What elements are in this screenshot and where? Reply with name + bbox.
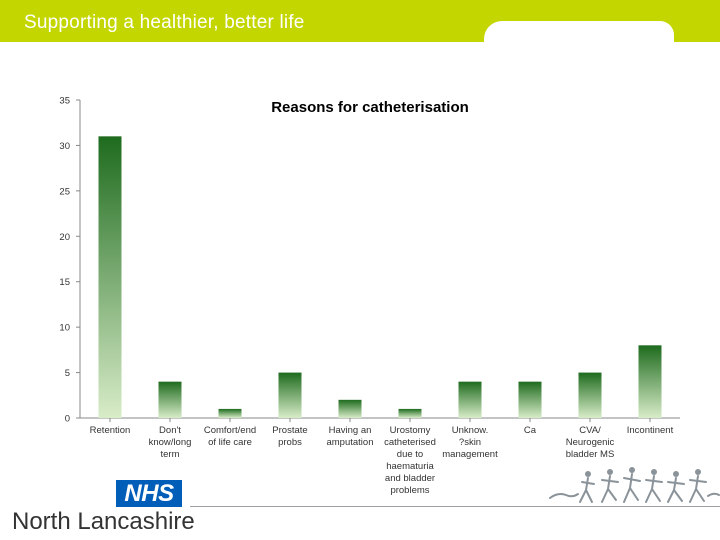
bar <box>278 372 302 418</box>
bar <box>338 399 362 418</box>
bar <box>158 381 182 418</box>
bar <box>518 381 542 418</box>
x-tick-label: Ca <box>524 425 537 436</box>
y-tick-label: 30 <box>59 141 70 152</box>
nhs-logo: NHS <box>116 480 182 507</box>
header-tagline: Supporting a healthier, better life <box>24 12 305 33</box>
org-name: North Lancashire <box>12 508 195 535</box>
x-tick-label: Urostomy catheterised due to haematuria and … <box>384 425 436 496</box>
x-tick-label: Incontinent <box>627 425 674 436</box>
bar <box>578 372 602 418</box>
x-tick-label: Unknow. ?skin management <box>442 425 498 460</box>
y-tick-label: 35 <box>59 96 70 107</box>
bar <box>638 345 662 418</box>
chart-title: Reasons for catheterisation <box>271 99 469 116</box>
x-tick-label: Retention <box>90 425 131 436</box>
x-tick-label: CVA/Neurogenic bladder MS <box>566 425 615 460</box>
bar <box>458 381 482 418</box>
x-tick-label: Having an amputation <box>326 425 373 448</box>
runners-silhouette-icon <box>549 467 720 503</box>
header-tab-shape <box>484 21 674 51</box>
bar <box>98 136 122 419</box>
footer-divider <box>190 506 720 507</box>
y-tick-label: 10 <box>59 323 70 334</box>
y-tick-label: 20 <box>59 232 70 243</box>
y-tick-label: 25 <box>59 186 70 197</box>
bar <box>218 408 242 418</box>
y-tick-label: 0 <box>65 414 70 425</box>
x-tick-label: Prostate probs <box>272 425 307 448</box>
y-tick-label: 15 <box>59 277 70 288</box>
header-banner: Supporting a healthier, better life <box>0 0 720 51</box>
bar <box>398 408 422 418</box>
y-tick-label: 5 <box>65 368 70 379</box>
x-tick-label: Don't know/long term <box>149 425 192 460</box>
x-tick-label: Comfort/end of life care <box>204 425 256 448</box>
